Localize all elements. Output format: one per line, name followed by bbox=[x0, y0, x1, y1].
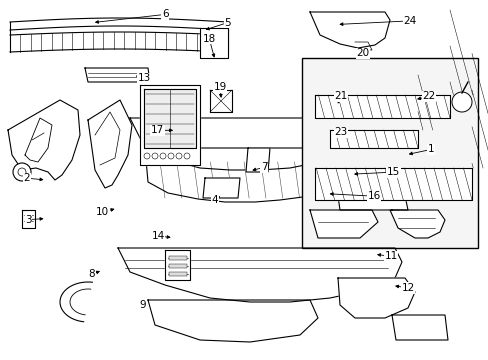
Polygon shape bbox=[140, 85, 200, 165]
Polygon shape bbox=[329, 130, 417, 148]
Polygon shape bbox=[314, 168, 471, 200]
Polygon shape bbox=[337, 278, 414, 318]
Polygon shape bbox=[391, 315, 447, 340]
Circle shape bbox=[451, 92, 471, 112]
Circle shape bbox=[168, 153, 174, 159]
Polygon shape bbox=[85, 68, 150, 82]
Text: 15: 15 bbox=[386, 167, 400, 177]
Text: 18: 18 bbox=[202, 34, 216, 44]
Text: 21: 21 bbox=[334, 91, 347, 102]
Polygon shape bbox=[309, 210, 377, 238]
Circle shape bbox=[152, 153, 158, 159]
Polygon shape bbox=[309, 12, 389, 48]
Polygon shape bbox=[389, 210, 444, 238]
Text: 4: 4 bbox=[211, 195, 218, 205]
Text: 20: 20 bbox=[356, 48, 368, 58]
Text: 14: 14 bbox=[151, 231, 164, 241]
Polygon shape bbox=[118, 248, 401, 302]
Text: 5: 5 bbox=[224, 18, 230, 28]
Polygon shape bbox=[245, 148, 269, 172]
Polygon shape bbox=[337, 196, 407, 210]
Text: 1: 1 bbox=[427, 144, 434, 154]
Text: 24: 24 bbox=[402, 16, 416, 26]
Text: 17: 17 bbox=[150, 125, 164, 135]
Text: 23: 23 bbox=[334, 127, 347, 138]
Polygon shape bbox=[145, 148, 357, 202]
Polygon shape bbox=[88, 100, 132, 188]
Polygon shape bbox=[8, 100, 80, 180]
Bar bbox=[169, 264, 186, 268]
Text: 7: 7 bbox=[260, 162, 267, 172]
Text: 12: 12 bbox=[401, 283, 414, 293]
Text: 22: 22 bbox=[422, 91, 435, 102]
Text: 8: 8 bbox=[88, 269, 95, 279]
Polygon shape bbox=[130, 118, 367, 170]
Bar bbox=[169, 256, 186, 260]
Polygon shape bbox=[60, 282, 92, 322]
Text: 10: 10 bbox=[96, 207, 109, 217]
Circle shape bbox=[13, 163, 31, 181]
Polygon shape bbox=[314, 95, 449, 118]
Circle shape bbox=[183, 153, 190, 159]
Text: 2: 2 bbox=[23, 173, 30, 183]
Polygon shape bbox=[22, 210, 35, 228]
Polygon shape bbox=[200, 28, 227, 58]
Text: 19: 19 bbox=[213, 82, 226, 93]
Circle shape bbox=[143, 153, 150, 159]
Text: 9: 9 bbox=[139, 300, 146, 310]
Text: 16: 16 bbox=[366, 191, 380, 201]
Text: 3: 3 bbox=[25, 215, 32, 225]
Text: 11: 11 bbox=[384, 251, 397, 261]
Polygon shape bbox=[143, 89, 196, 148]
Polygon shape bbox=[164, 250, 190, 280]
Bar bbox=[302, 58, 477, 248]
Circle shape bbox=[160, 153, 165, 159]
Text: 13: 13 bbox=[137, 73, 151, 84]
Text: 6: 6 bbox=[162, 9, 168, 19]
Bar bbox=[169, 272, 186, 276]
Polygon shape bbox=[148, 300, 317, 342]
Polygon shape bbox=[209, 90, 231, 112]
Circle shape bbox=[18, 168, 26, 176]
Polygon shape bbox=[203, 178, 240, 198]
Circle shape bbox=[176, 153, 182, 159]
